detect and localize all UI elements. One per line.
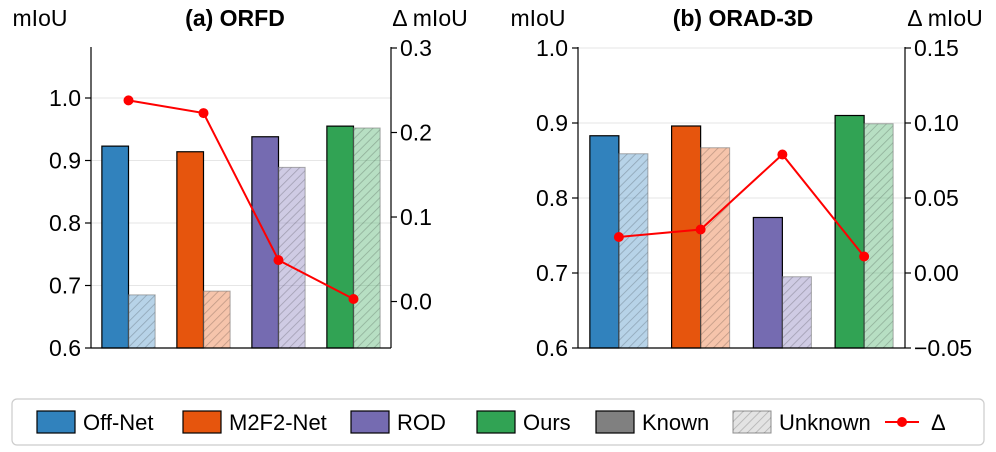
legend-swatch-ours <box>476 410 516 434</box>
y2-tick-label: 0.1 <box>400 204 432 230</box>
delta-point-off-net <box>123 95 134 106</box>
y2-axis-label: Δ mIoU <box>907 5 982 31</box>
y-tick-label: 1.0 <box>536 35 568 61</box>
legend-label-rod: ROD <box>397 410 446 435</box>
y-tick-label: 0.9 <box>536 110 568 136</box>
delta-point-rod <box>777 149 788 160</box>
delta-point-off-net <box>613 232 624 242</box>
y2-tick-label: 0.00 <box>914 260 959 286</box>
legend-label-unknown: Unknown <box>779 410 871 435</box>
bar-unknown-hatch-rod <box>781 276 812 349</box>
y2-tick-label: 0.3 <box>400 35 432 61</box>
legend-label-off-net: Off-Net <box>83 410 154 435</box>
delta-line <box>618 153 865 258</box>
y-tick-label: 0.6 <box>536 335 568 361</box>
bar-unknown-hatch-ours <box>353 127 381 349</box>
legend-swatch-m2f2-net <box>182 410 222 434</box>
y-axis-label: mIoU <box>511 5 566 31</box>
y-tick-label: 0.9 <box>49 148 81 174</box>
bar-known-off-net <box>101 145 130 349</box>
y-tick-label: 0.8 <box>536 185 568 211</box>
y2-axis-label: Δ mIoU <box>392 5 467 31</box>
legend-swatch-off-net <box>36 410 76 434</box>
bar-known-off-net <box>589 135 620 349</box>
legend-label-ours: Ours <box>523 410 571 435</box>
bar-known-rod <box>251 136 280 349</box>
bar-unknown-hatch-rod <box>278 166 306 349</box>
y2-tick-label: −0.05 <box>914 335 972 361</box>
y-axis-label: mIoU <box>13 5 68 31</box>
bar-known-rod <box>752 216 783 349</box>
legend-swatch-unknown-hatch <box>733 411 771 433</box>
y2-tick-label: 0.05 <box>914 185 959 211</box>
bar-unknown-hatch-m2f2-net <box>700 147 731 349</box>
bar-known-ours <box>326 125 355 349</box>
bar-unknown-hatch-ours <box>863 123 894 349</box>
panel-orfd: 0.6 0.7 0.8 0.9 1.0 0.0 0.1 0.2 0.3 (a) ORFD mIoU Δ… <box>13 5 468 361</box>
y-tick-label: 0.6 <box>49 335 81 361</box>
delta-point-m2f2-net <box>695 224 706 235</box>
bar-known-m2f2-net <box>671 125 702 349</box>
legend-label-m2f2-net: M2F2-Net <box>229 410 327 435</box>
bar-unknown-hatch-off-net <box>128 294 156 349</box>
delta-point-m2f2-net <box>198 108 209 119</box>
y-tick-label: 0.7 <box>49 273 81 299</box>
y2-tick-label: 0.15 <box>914 35 959 61</box>
y-tick-label: 0.7 <box>536 260 568 286</box>
bar-unknown-hatch-off-net <box>618 153 649 349</box>
y2-tick-label: 0.10 <box>914 110 959 136</box>
bar-known-ours <box>834 114 865 349</box>
delta-point-ours <box>859 251 870 262</box>
bar-known-m2f2-net <box>176 151 205 349</box>
legend-label-delta: Δ <box>931 410 946 435</box>
panel-orad3d: 0.6 0.7 0.8 0.9 1.0 −0.05 0.00 0.05 0.10 0.15 (b) … <box>511 5 983 361</box>
chart-title: (a) ORFD <box>185 5 285 31</box>
y2-tick-label: 0.0 <box>400 289 432 315</box>
legend-swatch-known <box>595 410 635 434</box>
legend-label-known: Known <box>642 410 709 435</box>
legend: Off-Net M2F2-Net ROD Ours Known Unknown Δ <box>11 398 985 446</box>
y-tick-label: 0.8 <box>49 210 81 236</box>
y-tick-label: 1.0 <box>49 85 81 111</box>
delta-point-ours <box>348 293 359 304</box>
y2-tick-label: 0.2 <box>400 120 432 146</box>
chart-title: (b) ORAD-3D <box>673 5 814 31</box>
legend-marker-delta <box>897 417 907 427</box>
delta-line <box>128 99 354 300</box>
bar-unknown-hatch-m2f2-net <box>203 290 231 349</box>
legend-swatch-rod <box>350 410 390 434</box>
delta-point-rod <box>273 255 284 266</box>
